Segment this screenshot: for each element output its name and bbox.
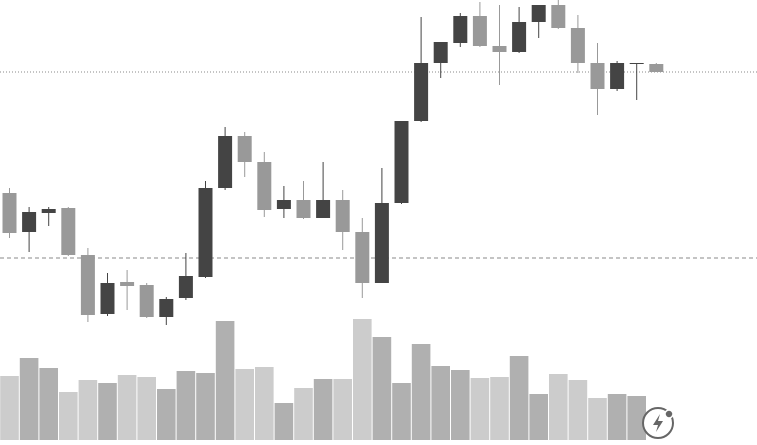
volume-bar (627, 396, 646, 440)
badge (664, 409, 674, 419)
candle-body (570, 28, 585, 63)
candle-body (472, 16, 487, 46)
candle-body (433, 42, 448, 63)
volume-bar (294, 388, 313, 440)
candle-body (218, 136, 233, 188)
candle-body (492, 46, 507, 52)
volume-bar (176, 371, 196, 440)
candle-body (649, 64, 664, 72)
volume-bar (549, 374, 568, 440)
volume-bar (137, 377, 156, 440)
candle-body (394, 121, 409, 203)
candle-body (22, 212, 37, 232)
volume-bar (372, 337, 392, 440)
volume-bar (431, 366, 450, 440)
volume-bar (529, 394, 548, 440)
candle-body (237, 136, 252, 162)
flash-button[interactable] (642, 407, 674, 439)
volume-bar (333, 379, 352, 440)
volume-bar (78, 380, 98, 440)
candle-body (531, 5, 546, 22)
candle-body (610, 63, 625, 89)
candle-body (120, 282, 135, 286)
candle-body (551, 5, 566, 28)
candle-body (629, 63, 644, 64)
volume-bar (117, 375, 137, 440)
candle-body (512, 22, 527, 52)
candle-body (453, 16, 468, 43)
volume-bar (215, 321, 235, 440)
candle-body (374, 203, 389, 283)
candle-body (80, 255, 95, 315)
volume-bar (392, 383, 411, 440)
volume-bar (411, 344, 431, 440)
volume-bar (39, 368, 58, 440)
candle-body (198, 188, 213, 277)
candle-body (61, 208, 76, 255)
volume-bar (607, 394, 627, 440)
volume-bar (59, 392, 78, 440)
volume-bar (255, 367, 274, 440)
volume-bar (470, 378, 490, 440)
volume-bar (157, 389, 176, 440)
volume-bar (19, 358, 39, 440)
candle-body (316, 200, 331, 218)
volume-bar (451, 370, 470, 440)
candle-body (100, 283, 115, 314)
candle-body (41, 209, 56, 213)
volume-bar (588, 398, 607, 440)
volume-bar (98, 383, 117, 440)
candle-body (590, 63, 605, 89)
volume-bar (568, 380, 588, 440)
volume-bar (353, 319, 372, 440)
volume-bar (235, 369, 254, 440)
candle-body (159, 299, 174, 317)
candle-body (2, 193, 17, 233)
volume-bar (274, 403, 294, 440)
candle-body (139, 285, 154, 317)
volume-bar (313, 379, 333, 440)
candle-body (276, 200, 291, 209)
candle-body (296, 200, 311, 218)
volume-bar (196, 373, 215, 440)
candle-body (178, 276, 193, 298)
candle-body (257, 162, 272, 210)
bolt-icon (653, 414, 663, 432)
candle-body (335, 200, 350, 232)
volume-bar (509, 356, 529, 440)
volume-bar (490, 377, 509, 440)
volume-bar (0, 376, 19, 440)
candle-body (355, 232, 370, 283)
candle-body (414, 63, 429, 121)
